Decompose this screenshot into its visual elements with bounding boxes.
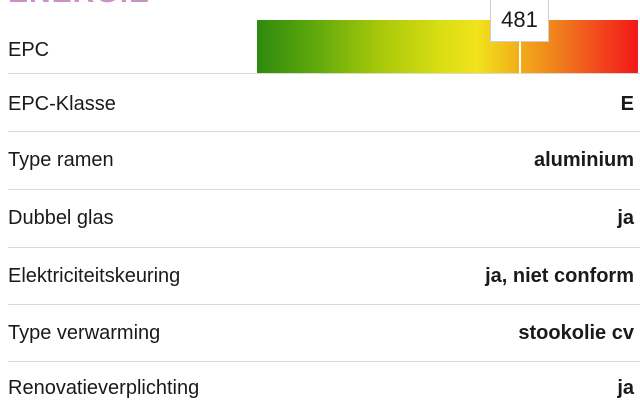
row-value: aluminium: [533, 148, 634, 171]
divider: [8, 73, 640, 74]
row-value: ja: [617, 206, 634, 229]
row-type-verwarming: Type verwarming stookolie cv: [0, 311, 640, 355]
divider: [8, 131, 640, 132]
divider: [8, 304, 640, 305]
row-type-ramen: Type ramen aluminium: [0, 138, 640, 182]
row-label: Dubbel glas: [8, 206, 114, 229]
divider: [8, 189, 640, 190]
row-epc-klasse: EPC-Klasse E: [0, 82, 640, 126]
epc-row: EPC: [0, 28, 640, 72]
section-title: ENERGIE: [8, 0, 150, 8]
divider: [8, 361, 640, 362]
row-label: Type ramen: [8, 148, 114, 171]
divider: [8, 247, 640, 248]
row-value: E: [620, 92, 634, 115]
row-renovatieverplichting: Renovatieverplichting ja: [0, 366, 640, 410]
row-label: Type verwarming: [8, 321, 161, 344]
row-dubbel-glas: Dubbel glas ja: [0, 196, 640, 240]
epc-gradient-bar: [257, 20, 638, 73]
row-elektriciteitskeuring: Elektriciteitskeuring ja, niet conform: [0, 254, 640, 298]
epc-score-marker: [519, 22, 521, 73]
row-label: Renovatieverplichting: [8, 376, 200, 399]
row-value: stookolie cv: [518, 321, 634, 344]
row-label: EPC-Klasse: [8, 92, 116, 115]
epc-label: EPC: [8, 38, 50, 61]
row-value: ja: [617, 376, 634, 399]
epc-score-badge: 481: [490, 0, 549, 42]
row-label: Elektriciteitskeuring: [8, 264, 181, 287]
row-value: ja, niet conform: [485, 264, 634, 287]
